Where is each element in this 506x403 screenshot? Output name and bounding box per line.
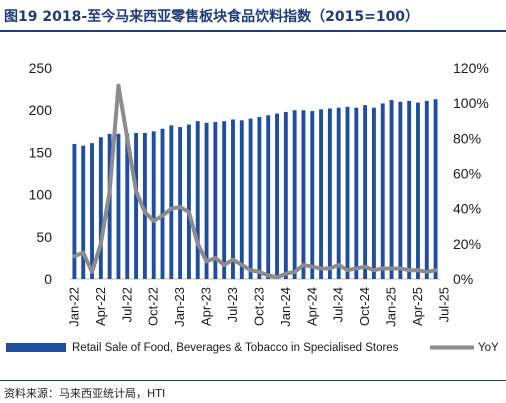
left-tick-label: 0 (44, 271, 52, 287)
x-tick-label: Jan-23 (172, 287, 187, 327)
x-tick-label: Apr-22 (93, 287, 108, 326)
bar (433, 99, 438, 279)
bar (389, 100, 394, 279)
bar (319, 109, 324, 279)
left-tick-label: 50 (36, 229, 52, 245)
x-tick-label: Oct-24 (357, 287, 372, 326)
bar (107, 133, 112, 279)
bar (416, 102, 420, 279)
bar (398, 101, 403, 279)
bar (142, 132, 147, 279)
bar (178, 127, 183, 279)
bar (424, 100, 429, 279)
x-tick-label: Oct-23 (251, 287, 266, 326)
yoy-line (72, 83, 438, 280)
bar (81, 145, 86, 279)
bar (354, 107, 359, 279)
title-underline (0, 30, 506, 32)
bar (90, 143, 94, 279)
bar (125, 133, 130, 279)
bar (98, 137, 103, 279)
chart-title: 图19 2018-至今马来西亚零售板块食品饮料指数（2015=100） (4, 9, 420, 25)
x-tick-label: Jan-24 (278, 287, 293, 327)
bar-series (72, 99, 438, 280)
bar (310, 111, 315, 279)
chart-area: 0 50 100 150 200 250 0% 20% 40% 60% 80% 100% 120% J… (6, 60, 499, 354)
right-tick-label: 20% (453, 236, 481, 252)
bar (134, 132, 139, 279)
right-tick-label: 60% (453, 166, 481, 182)
left-tick-label: 150 (29, 144, 53, 160)
right-axis-ticks: 0% 20% 40% 60% 80% 100% 120% (453, 60, 489, 287)
legend-line-label: YoY (478, 342, 499, 354)
right-tick-label: 80% (453, 130, 481, 146)
bar (213, 122, 218, 280)
source-note: 资料来源：马来西亚统计局，HTI (4, 387, 166, 400)
bar (336, 107, 341, 279)
bar (345, 106, 350, 279)
bar (186, 124, 191, 279)
bar (195, 121, 200, 279)
x-tick-label: Jul-23 (225, 287, 240, 322)
x-axis-ticks: Jan-22 Apr-22 Jul-22 Oct-22 Jan-23 Apr-23 Jul-… (66, 287, 451, 327)
bar (363, 105, 368, 279)
bar (248, 118, 253, 279)
left-tick-label: 250 (29, 60, 53, 76)
x-tick-label: Jul-25 (436, 287, 451, 322)
x-tick-label: Jan-22 (66, 287, 81, 327)
bar (257, 116, 262, 279)
bar (204, 122, 209, 279)
bar (151, 131, 156, 279)
legend-bar-label: Retail Sale of Food, Beverages & Tobacco… (72, 342, 399, 354)
bar (275, 113, 279, 279)
bar (380, 103, 385, 279)
bar (222, 121, 227, 279)
bar (231, 119, 235, 279)
line-series (72, 83, 438, 280)
left-tick-label: 100 (29, 187, 53, 203)
x-tick-label: Apr-25 (410, 287, 425, 326)
x-tick-label: Apr-24 (304, 287, 319, 326)
bar (169, 125, 174, 279)
x-tick-label: Jul-24 (331, 287, 346, 322)
x-tick-label: Apr-23 (199, 287, 214, 326)
left-tick-label: 200 (29, 102, 53, 118)
bar (266, 115, 271, 279)
source-divider (0, 380, 506, 381)
left-axis-ticks: 0 50 100 150 200 250 (29, 60, 53, 287)
bar (327, 108, 332, 279)
x-tick-label: Jul-22 (119, 287, 134, 322)
chart-title-bar: 图19 2018-至今马来西亚零售板块食品饮料指数（2015=100） (0, 0, 506, 30)
bar (407, 100, 412, 279)
bar (160, 128, 165, 279)
bar (239, 120, 244, 279)
legend-bar-swatch (6, 343, 66, 352)
bar (116, 133, 121, 279)
legend: Retail Sale of Food, Beverages & Tobacco… (6, 342, 499, 354)
bar (301, 110, 306, 279)
bar (292, 110, 297, 279)
right-tick-label: 40% (453, 201, 481, 217)
x-tick-label: Oct-22 (146, 287, 161, 326)
bar (72, 143, 77, 279)
right-tick-label: 120% (453, 60, 489, 76)
bar (371, 107, 376, 279)
bar (283, 111, 288, 279)
right-tick-label: 0% (453, 271, 473, 287)
x-tick-label: Jan-25 (384, 287, 399, 327)
right-tick-label: 100% (453, 95, 489, 111)
